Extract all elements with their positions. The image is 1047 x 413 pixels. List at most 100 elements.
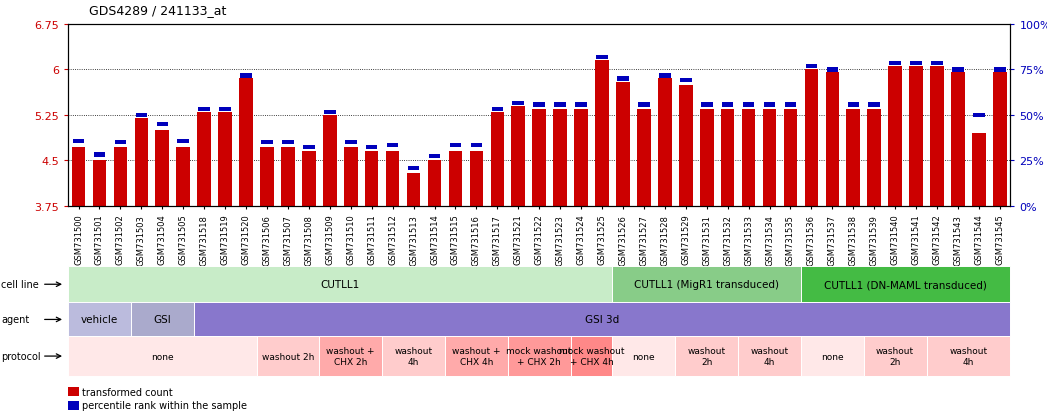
Text: protocol: protocol bbox=[1, 351, 41, 361]
Text: washout
4h: washout 4h bbox=[395, 347, 432, 366]
Bar bbox=[386, 152, 400, 206]
Bar bbox=[680, 79, 692, 83]
Bar bbox=[909, 67, 923, 206]
Bar bbox=[554, 109, 567, 206]
Text: GDS4289 / 241133_at: GDS4289 / 241133_at bbox=[89, 4, 226, 17]
Bar bbox=[344, 141, 357, 145]
Bar bbox=[407, 167, 420, 171]
Bar bbox=[846, 109, 861, 206]
Bar bbox=[134, 119, 149, 206]
Bar bbox=[156, 123, 169, 127]
Text: washout 2h: washout 2h bbox=[262, 352, 314, 361]
Bar bbox=[177, 140, 190, 144]
Text: vehicle: vehicle bbox=[81, 315, 118, 325]
Text: mock washout
+ CHX 4h: mock washout + CHX 4h bbox=[559, 347, 624, 366]
Text: mock washout
+ CHX 2h: mock washout + CHX 2h bbox=[507, 347, 572, 366]
Bar bbox=[113, 148, 128, 206]
Text: GSI: GSI bbox=[154, 315, 171, 325]
Bar bbox=[826, 68, 839, 72]
Bar bbox=[617, 77, 629, 81]
Bar bbox=[741, 109, 756, 206]
Bar bbox=[386, 144, 399, 148]
Bar bbox=[825, 73, 839, 206]
Bar bbox=[324, 111, 336, 115]
Bar bbox=[533, 109, 547, 206]
Text: washout
4h: washout 4h bbox=[950, 347, 987, 366]
Text: washout
2h: washout 2h bbox=[876, 347, 914, 366]
Bar bbox=[804, 70, 819, 206]
Bar bbox=[219, 107, 231, 112]
Bar bbox=[176, 148, 191, 206]
Bar bbox=[114, 141, 127, 145]
Bar bbox=[867, 109, 881, 206]
Bar bbox=[155, 131, 170, 206]
Text: none: none bbox=[151, 352, 174, 361]
Bar bbox=[951, 73, 964, 206]
Text: CUTLL1 (DN-MAML transduced): CUTLL1 (DN-MAML transduced) bbox=[824, 280, 987, 290]
Bar bbox=[575, 103, 587, 107]
Bar bbox=[888, 67, 901, 206]
Bar bbox=[533, 103, 545, 107]
Bar bbox=[784, 103, 797, 107]
Bar bbox=[135, 114, 148, 118]
Text: CUTLL1: CUTLL1 bbox=[320, 280, 360, 290]
Bar bbox=[344, 148, 358, 206]
Text: washout
4h: washout 4h bbox=[751, 347, 788, 366]
Bar bbox=[638, 103, 650, 107]
Bar bbox=[490, 113, 505, 206]
Bar bbox=[659, 74, 671, 78]
Bar bbox=[700, 103, 713, 107]
Bar bbox=[71, 148, 86, 206]
Bar bbox=[889, 62, 901, 66]
Bar bbox=[512, 107, 526, 206]
Bar bbox=[448, 152, 462, 206]
Bar bbox=[762, 109, 776, 206]
Bar bbox=[930, 67, 944, 206]
Bar bbox=[973, 114, 985, 118]
Bar bbox=[616, 82, 629, 206]
Bar bbox=[993, 73, 1006, 206]
Bar bbox=[596, 56, 608, 60]
Bar bbox=[554, 103, 566, 107]
Bar bbox=[198, 113, 211, 206]
Bar bbox=[428, 155, 441, 159]
Bar bbox=[93, 153, 106, 157]
Bar bbox=[805, 65, 818, 69]
Bar bbox=[700, 109, 714, 206]
Bar bbox=[763, 103, 776, 107]
Bar bbox=[281, 148, 295, 206]
Bar bbox=[994, 68, 1006, 72]
Bar bbox=[322, 116, 337, 206]
Text: washout
2h: washout 2h bbox=[688, 347, 726, 366]
Bar bbox=[678, 85, 693, 206]
Text: percentile rank within the sample: percentile rank within the sample bbox=[82, 400, 247, 410]
Bar bbox=[512, 102, 525, 106]
Bar bbox=[931, 62, 943, 66]
Bar bbox=[364, 152, 379, 206]
Bar bbox=[847, 103, 860, 107]
Text: CUTLL1 (MigR1 transduced): CUTLL1 (MigR1 transduced) bbox=[634, 280, 779, 290]
Bar bbox=[658, 79, 672, 206]
Bar bbox=[637, 109, 651, 206]
Bar bbox=[219, 113, 232, 206]
Bar bbox=[952, 68, 964, 72]
Bar bbox=[595, 61, 609, 206]
Text: none: none bbox=[632, 352, 655, 361]
Bar bbox=[260, 148, 274, 206]
Bar bbox=[303, 146, 315, 150]
Text: transformed count: transformed count bbox=[82, 387, 173, 397]
Bar bbox=[198, 107, 210, 112]
Bar bbox=[868, 103, 881, 107]
Bar bbox=[406, 173, 420, 206]
Bar bbox=[282, 141, 294, 145]
Bar bbox=[470, 144, 483, 148]
Bar bbox=[972, 134, 986, 206]
Bar bbox=[783, 109, 798, 206]
Bar bbox=[491, 107, 504, 112]
Bar bbox=[365, 146, 378, 150]
Text: washout +
CHX 4h: washout + CHX 4h bbox=[452, 347, 500, 366]
Bar bbox=[303, 152, 316, 206]
Bar bbox=[72, 140, 85, 144]
Bar bbox=[240, 74, 252, 78]
Bar bbox=[469, 152, 484, 206]
